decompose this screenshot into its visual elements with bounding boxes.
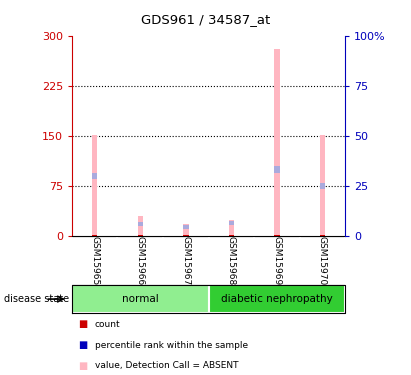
Bar [229,235,234,236]
Text: ■: ■ [78,340,88,350]
Bar [138,216,143,236]
Bar [320,183,325,189]
Bar [138,222,143,226]
Text: GDS961 / 34587_at: GDS961 / 34587_at [141,13,270,26]
Text: GSM15970: GSM15970 [318,236,327,285]
Bar [274,235,279,236]
Bar [229,219,234,236]
Bar [274,49,279,236]
Text: normal: normal [122,294,159,304]
Text: GSM15966: GSM15966 [136,236,145,285]
Text: count: count [95,320,120,329]
Bar [92,173,97,179]
Bar [229,221,234,225]
Bar [72,285,209,313]
Bar [320,135,325,236]
Text: GSM15968: GSM15968 [227,236,236,285]
Text: diabetic nephropathy: diabetic nephropathy [221,294,333,304]
Text: percentile rank within the sample: percentile rank within the sample [95,340,248,350]
Bar [274,166,279,173]
Bar [209,285,345,313]
Text: ■: ■ [78,361,88,370]
Text: disease state: disease state [4,294,69,304]
Bar [138,235,143,236]
Text: GSM15969: GSM15969 [272,236,282,285]
Text: value, Detection Call = ABSENT: value, Detection Call = ABSENT [95,361,238,370]
Text: GSM15967: GSM15967 [181,236,190,285]
Bar [92,135,97,236]
Text: ■: ■ [78,320,88,329]
Text: GSM15965: GSM15965 [90,236,99,285]
Bar [183,224,189,236]
Bar [183,225,189,228]
Bar [320,235,325,236]
Bar [183,235,189,236]
Bar [92,235,97,236]
